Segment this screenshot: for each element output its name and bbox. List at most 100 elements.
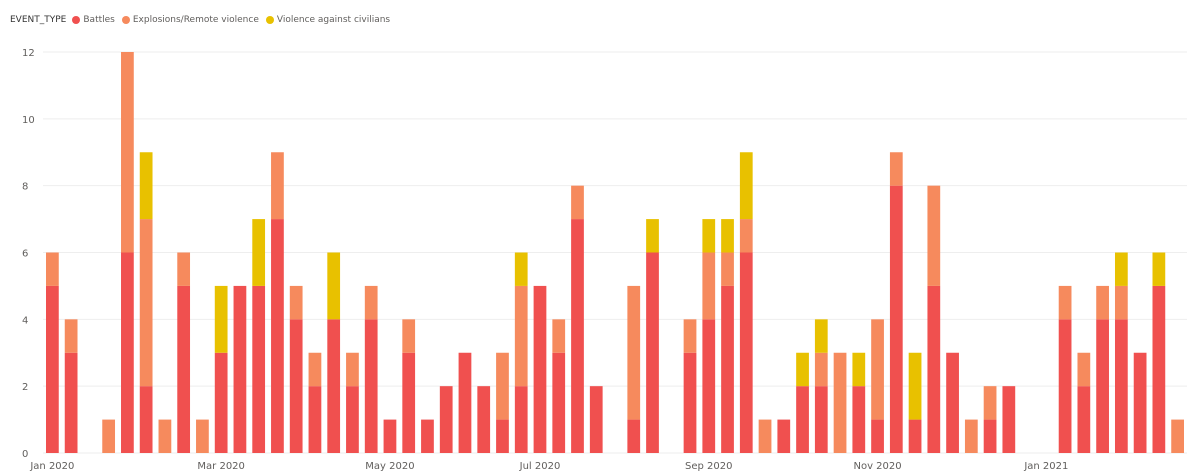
bar-segment-explosions (196, 419, 209, 453)
bar-segment-explosions (833, 352, 847, 453)
bar-segment-battles (1114, 319, 1128, 453)
bar-segment-explosions (289, 285, 303, 320)
bar-segment-battles (983, 419, 997, 453)
x-tick-label: Jan 2021 (1023, 461, 1068, 472)
bar-segment-battles (571, 219, 584, 453)
bar-segment-explosions (402, 319, 416, 353)
bar-segment-explosions (271, 152, 284, 220)
bar-segment-violence (796, 352, 809, 387)
legend-title: EVENT_TYPE (10, 15, 67, 25)
bar-segment-battles (177, 285, 191, 453)
bar-segment-battles (627, 419, 641, 453)
bar-segment-violence (139, 152, 153, 220)
bar-segment-explosions (514, 285, 528, 387)
bar-segment-explosions (627, 285, 641, 420)
bar-segment-battles (646, 252, 659, 453)
x-tick-label: May 2020 (365, 461, 414, 472)
bar-segment-explosions (702, 252, 716, 320)
bar-segment-violence (702, 219, 716, 253)
bar-segment-explosions (364, 285, 378, 320)
x-tick-label: Jan 2020 (29, 461, 74, 472)
bar-segment-explosions (683, 319, 697, 353)
bar-segment-battles (364, 319, 378, 453)
bar-segment-explosions (158, 419, 172, 453)
bar-segment-battles (552, 352, 566, 453)
bar-segment-battles (271, 219, 284, 453)
bar-segment-violence (814, 319, 828, 353)
bar-segment-violence (327, 252, 341, 320)
bar-segment-battles (533, 285, 547, 453)
bar-segment-explosions (1171, 419, 1184, 453)
y-tick-label: 10 (22, 115, 35, 126)
legend-item-violence[interactable]: Violence against civilians (265, 15, 391, 25)
bar-segment-explosions (46, 252, 59, 286)
bar-segment-battles (439, 386, 453, 453)
bar-segment-battles (814, 386, 828, 453)
y-tick-label: 8 (22, 182, 28, 193)
bar-segment-battles (1058, 319, 1072, 453)
bar-segment-battles (327, 319, 341, 453)
bar-segment-violence (721, 219, 734, 253)
legend-marker-violence (265, 16, 274, 24)
bar-segment-battles (46, 285, 59, 453)
bar-segment-battles (214, 352, 228, 453)
x-tick-label: Jul 2020 (519, 461, 561, 472)
bar-segment-battles (852, 386, 866, 453)
chart-legend: EVENT_TYPE Battles Explosions/Remote vio… (10, 13, 397, 27)
legend-item-battles[interactable]: Battles (72, 15, 115, 25)
bar-segment-violence (908, 352, 922, 420)
bar-segment-explosions (139, 219, 153, 387)
bar-segment-battles (458, 352, 472, 453)
bar-segment-explosions (1058, 285, 1072, 320)
bar-segment-battles (421, 419, 434, 453)
bar-segment-explosions (964, 419, 978, 453)
bar-segment-battles (908, 419, 922, 453)
bar-segment-explosions (889, 152, 903, 186)
bar-segment-battles (739, 252, 753, 453)
bar-segment-violence (739, 152, 753, 220)
bar-segment-explosions (927, 185, 941, 286)
legend-marker-explosions (121, 16, 130, 24)
bar-segment-battles (477, 386, 491, 453)
bar-segment-battles (496, 419, 509, 453)
bar-segment-explosions (758, 419, 772, 453)
bar-segment-explosions (721, 252, 734, 286)
bar-segment-battles (946, 352, 959, 453)
bar-segment-battles (289, 319, 303, 453)
bar-segment-battles (1096, 319, 1109, 453)
bar-segment-battles (64, 352, 78, 453)
bar-segment-battles (871, 419, 884, 453)
bar-segment-battles (1152, 285, 1166, 453)
bar-segment-explosions (552, 319, 566, 353)
bar-segment-violence (646, 219, 659, 253)
bar-segment-explosions (739, 219, 753, 253)
bar-segment-explosions (177, 252, 191, 286)
x-tick-label: Nov 2020 (853, 461, 901, 472)
legend-item-explosions[interactable]: Explosions/Remote violence (121, 15, 259, 25)
bar-segment-battles (346, 386, 359, 453)
legend-label-violence: Violence against civilians (276, 15, 391, 25)
bar-segment-violence (214, 285, 228, 353)
x-tick-label: Mar 2020 (197, 461, 245, 472)
bar-segment-battles (927, 285, 941, 453)
y-tick-label: 6 (22, 249, 28, 260)
legend-label-explosions: Explosions/Remote violence (132, 15, 259, 25)
bar-segment-battles (383, 419, 397, 453)
bar-segment-violence (252, 219, 266, 286)
bar-segment-battles (402, 352, 416, 453)
bar-segment-violence (514, 252, 528, 286)
bar-segment-violence (852, 352, 866, 387)
x-tick-label: Sep 2020 (685, 461, 732, 472)
bar-segment-explosions (571, 185, 584, 220)
bar-segment-explosions (1096, 285, 1109, 320)
bar-segment-battles (308, 386, 322, 453)
bar-segment-explosions (346, 352, 359, 387)
y-tick-label: 2 (22, 382, 28, 393)
bar-segment-battles (139, 386, 153, 453)
legend-marker-battles (72, 16, 81, 24)
bar-segment-explosions (1114, 285, 1128, 320)
bar-segment-battles (233, 285, 247, 453)
bar-segment-explosions (308, 352, 322, 387)
bar-segment-violence (1152, 252, 1166, 286)
bar-segment-battles (1077, 386, 1091, 453)
